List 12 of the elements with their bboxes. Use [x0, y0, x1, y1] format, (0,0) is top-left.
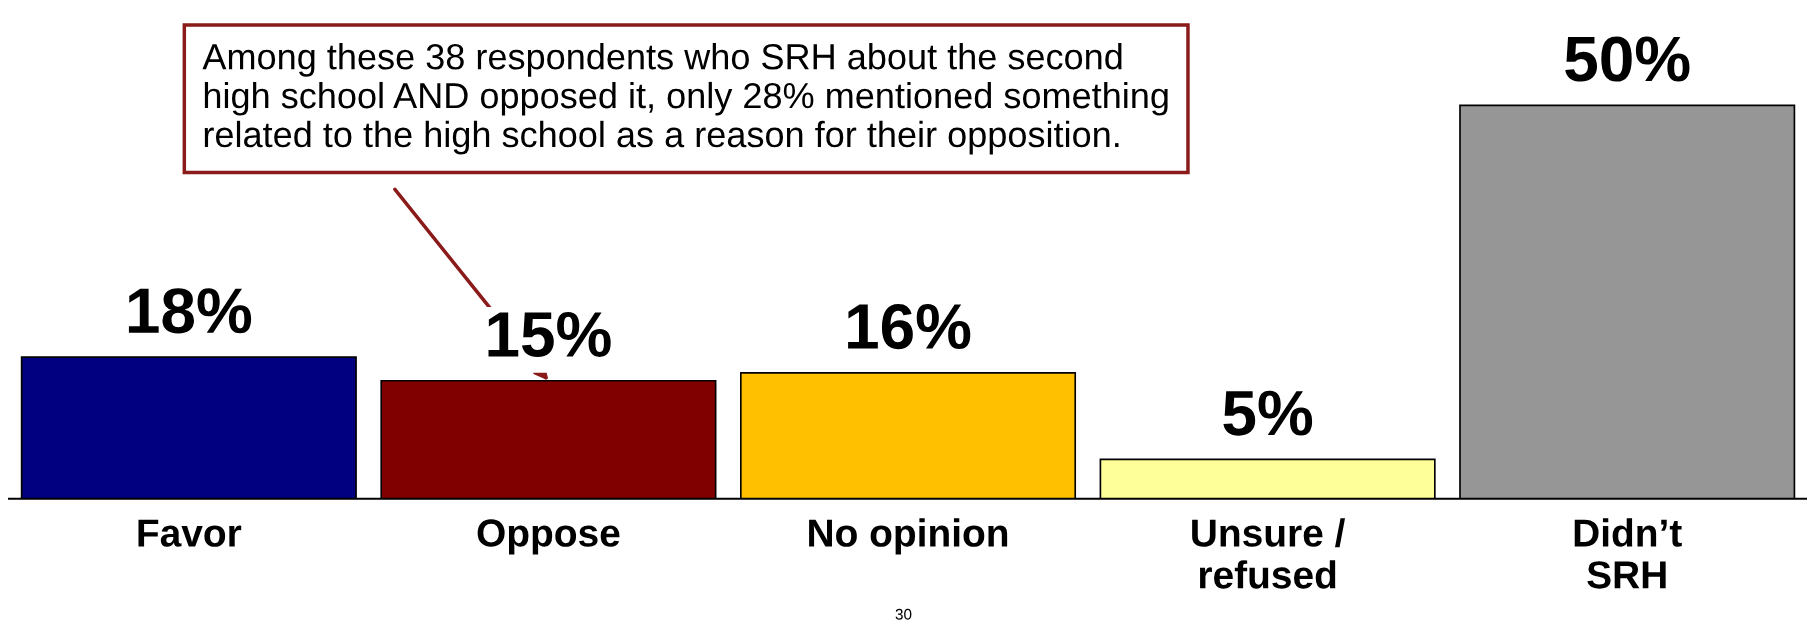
text: 30	[895, 608, 912, 620]
data-label: 5%	[1223, 390, 1313, 436]
data-label: 18%	[128, 288, 252, 334]
data-label: 16%	[848, 303, 971, 350]
x-tick-label: Didn’t SRH	[1574, 518, 1682, 589]
annotation: Among these 38 respondents who SRH about the second high school AND opposed it, only 28% mentioned something related to the high school as a reason for their opposition.	[202, 43, 1168, 155]
data-label: 50%	[1565, 36, 1690, 82]
x-tick-label: No opinion	[809, 518, 1008, 555]
data-label: 15%	[488, 311, 611, 358]
x-tick-label: Favor	[138, 519, 242, 547]
x-tick-label: Oppose	[477, 519, 620, 555]
x-tick-label: Unsure / refused	[1192, 518, 1346, 589]
